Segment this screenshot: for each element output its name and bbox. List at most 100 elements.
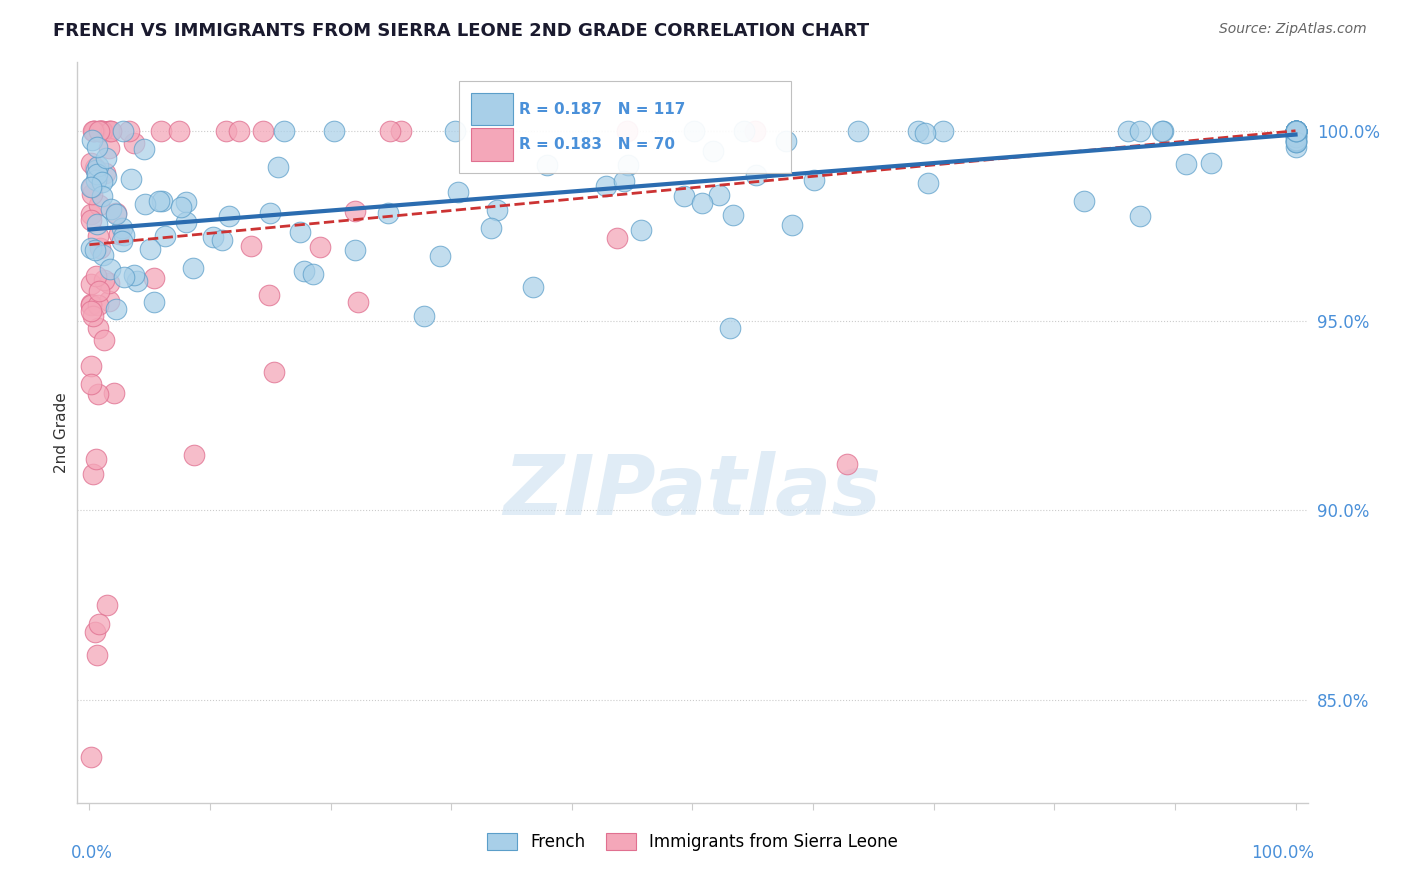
Point (111, 124, 134, 138)
Point (94, 166, 117, 180)
Point (273, 124, 295, 138)
Point (83, 624, 105, 639)
Point (536, 158, 558, 172)
Point (96, 169, 118, 184)
Point (124, 136, 146, 150)
Point (84, 268, 107, 283)
Point (93, 333, 115, 347)
Point (148, 194, 170, 208)
Point (211, 233, 233, 247)
Point (79, 377, 101, 392)
Point (835, 457, 858, 471)
Point (613, 174, 636, 188)
Point (97, 141, 120, 155)
Point (90, 175, 112, 189)
Point (84, 161, 107, 175)
Point (80, 133, 103, 147)
Point (252, 124, 274, 138)
Point (616, 124, 638, 138)
Point (86, 648, 108, 662)
Point (1129, 209, 1152, 223)
Point (201, 230, 224, 244)
Point (87, 284, 110, 298)
Point (91, 248, 114, 262)
Point (105, 301, 128, 316)
Point (389, 124, 412, 138)
Point (132, 142, 155, 156)
Point (87, 124, 110, 138)
Point (142, 271, 165, 285)
Point (1073, 194, 1095, 208)
Point (344, 203, 367, 218)
Point (79, 241, 101, 255)
Point (347, 295, 370, 310)
Point (1284, 124, 1306, 138)
Point (309, 240, 332, 254)
Text: FRENCH VS IMMIGRANTS FROM SIERRA LEONE 2ND GRADE CORRELATION CHART: FRENCH VS IMMIGRANTS FROM SIERRA LEONE 2… (53, 22, 869, 40)
Point (183, 448, 205, 462)
Point (917, 176, 939, 190)
Point (343, 243, 366, 257)
Point (1284, 135, 1306, 149)
Point (90, 124, 112, 138)
Point (93, 272, 115, 286)
Text: R = 0.187   N = 117: R = 0.187 N = 117 (519, 102, 685, 117)
Point (98, 294, 121, 309)
FancyBboxPatch shape (471, 128, 513, 161)
Point (90, 124, 112, 138)
Point (1284, 124, 1306, 138)
Point (780, 218, 803, 232)
Point (91, 124, 114, 138)
Point (111, 234, 134, 248)
Text: 100.0%: 100.0% (1251, 844, 1313, 862)
Point (377, 205, 399, 219)
Point (83, 243, 105, 257)
Point (690, 196, 713, 211)
Point (96, 599, 118, 613)
Point (744, 168, 766, 182)
Point (257, 288, 280, 302)
Point (1284, 128, 1306, 142)
Point (82, 309, 104, 323)
Point (150, 194, 173, 208)
Point (1284, 128, 1306, 143)
Point (479, 221, 502, 235)
Point (775, 134, 797, 148)
Point (294, 263, 316, 277)
Point (80, 213, 103, 227)
Point (1284, 124, 1306, 138)
Point (322, 124, 344, 138)
Point (89, 241, 111, 255)
Point (702, 145, 724, 159)
Point (105, 206, 128, 220)
Point (104, 207, 127, 221)
Point (522, 280, 544, 294)
Point (83, 124, 105, 138)
Point (1284, 129, 1306, 144)
Point (97, 276, 120, 290)
Point (709, 187, 731, 202)
Point (79, 296, 101, 310)
Point (153, 229, 176, 244)
Point (87, 124, 110, 138)
Legend: French, Immigrants from Sierra Leone: French, Immigrants from Sierra Leone (481, 826, 904, 857)
Point (139, 242, 162, 256)
Point (1284, 124, 1306, 138)
Text: Source: ZipAtlas.com: Source: ZipAtlas.com (1219, 22, 1367, 37)
Point (267, 161, 290, 175)
Point (1284, 124, 1306, 138)
Text: ZIPatlas: ZIPatlas (503, 451, 882, 533)
Point (87, 197, 110, 211)
Point (125, 274, 148, 288)
Point (606, 231, 628, 245)
Point (86, 140, 108, 154)
Point (170, 200, 193, 214)
Point (174, 194, 197, 209)
Point (1284, 124, 1306, 138)
Point (103, 385, 125, 400)
Point (79, 303, 101, 318)
Point (1284, 124, 1306, 138)
Point (1284, 124, 1306, 138)
Point (100, 124, 122, 138)
Point (94, 152, 117, 166)
